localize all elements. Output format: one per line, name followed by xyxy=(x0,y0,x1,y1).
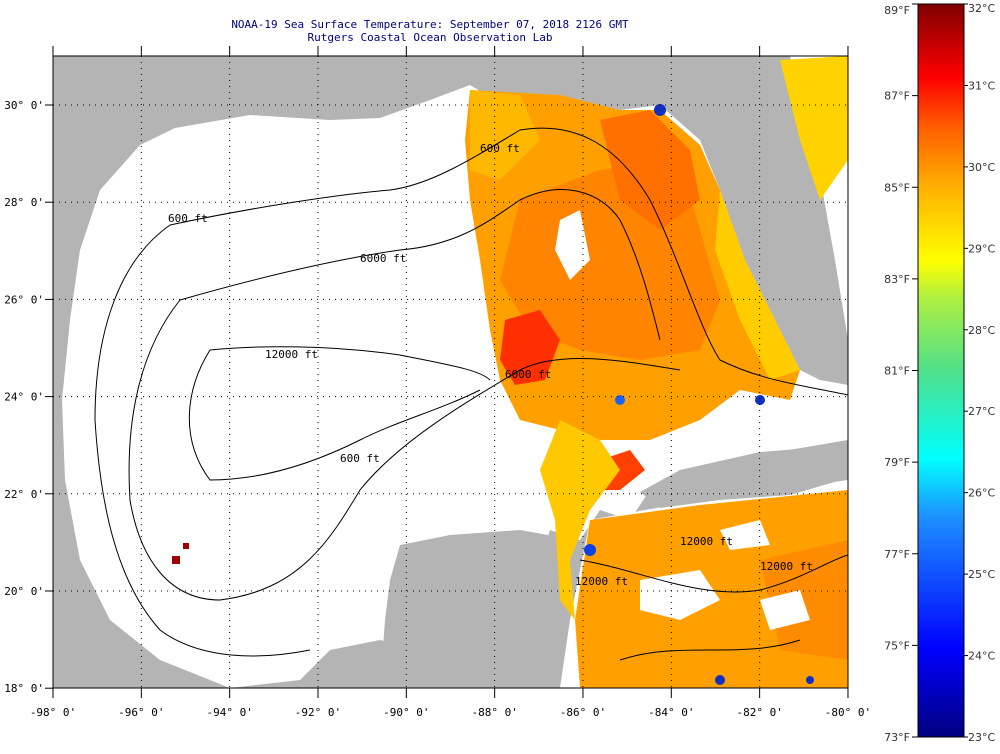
lon-label: -94° 0' xyxy=(206,706,252,719)
map-frame xyxy=(52,55,849,689)
sst-data xyxy=(172,56,848,688)
celsius-label: 32°C xyxy=(968,2,995,15)
contour-12000ft xyxy=(188,346,491,481)
celsius-label: 24°C xyxy=(968,650,995,663)
lat-label: 22° 0' xyxy=(4,488,44,501)
map-subtitle: Rutgers Coastal Ocean Observation Lab xyxy=(307,31,553,44)
lat-label: 26° 0' xyxy=(4,293,44,306)
yucatan-land xyxy=(380,530,548,688)
fahrenheit-label: 85°F xyxy=(884,181,910,194)
fahrenheit-label: 89°F xyxy=(884,4,910,17)
lat-label: 24° 0' xyxy=(4,391,44,404)
contour-label: 12000 ft xyxy=(265,348,318,361)
lon-label: -96° 0' xyxy=(118,706,164,719)
bathymetry-contours xyxy=(94,127,848,661)
celsius-label: 23°C xyxy=(968,731,995,744)
fahrenheit-label: 75°F xyxy=(884,639,910,652)
contour-label: 6000 ft xyxy=(505,368,551,381)
fahrenheit-label: 79°F xyxy=(884,456,910,469)
lat-label: 28° 0' xyxy=(4,196,44,209)
celsius-label: 28°C xyxy=(968,324,995,337)
lat-label: 30° 0' xyxy=(4,99,44,112)
fahrenheit-label: 73°F xyxy=(884,731,910,744)
lon-label: -82° 0' xyxy=(736,706,782,719)
fahrenheit-label: 83°F xyxy=(884,273,910,286)
contour-labels: 600 ft 6000 ft 12000 ft 600 ft 6000 ft 1… xyxy=(168,142,813,588)
axis-labels: 30° 0' 28° 0' 26° 0' 24° 0' 22° 0' 20° 0' 18° … xyxy=(4,46,871,719)
lon-label: -92° 0' xyxy=(295,706,341,719)
colorbar-labels: 89°F 87°F 85°F 83°F 81°F 79°F 77°F 75°F 73°F 32°C… xyxy=(884,2,995,744)
fahrenheit-label: 87°F xyxy=(884,90,910,103)
lon-label: -90° 0' xyxy=(383,706,429,719)
contour-label: 600 ft xyxy=(340,452,380,465)
cuba-land xyxy=(640,445,848,508)
lon-label: -80° 0' xyxy=(825,706,871,719)
contour-label: 600 ft xyxy=(480,142,520,155)
lon-label: -84° 0' xyxy=(648,706,694,719)
lon-label: -98° 0' xyxy=(30,706,76,719)
graticule xyxy=(53,56,848,688)
celsius-label: 31°C xyxy=(968,79,995,92)
lon-label: -86° 0' xyxy=(560,706,606,719)
lat-label: 20° 0' xyxy=(4,585,44,598)
lon-label: -88° 0' xyxy=(471,706,517,719)
celsius-label: 29°C xyxy=(968,242,995,255)
colorbar xyxy=(917,3,965,738)
celsius-label: 27°C xyxy=(968,405,995,418)
contour-label: 12000 ft xyxy=(680,535,733,548)
map-title: NOAA-19 Sea Surface Temperature: Septemb… xyxy=(231,18,629,31)
contour-label: 600 ft xyxy=(168,212,208,225)
celsius-label: 26°C xyxy=(968,487,995,500)
contour-label: 12000 ft xyxy=(575,575,628,588)
contour-label: 6000 ft xyxy=(360,252,406,265)
contour-label: 12000 ft xyxy=(760,560,813,573)
lat-label: 18° 0' xyxy=(4,682,44,695)
celsius-label: 30°C xyxy=(968,161,995,174)
contour-600ft xyxy=(94,127,848,657)
celsius-label: 25°C xyxy=(968,568,995,581)
contour-6000ft xyxy=(128,189,681,601)
contour-caribbean xyxy=(579,554,848,661)
fahrenheit-label: 77°F xyxy=(884,548,910,561)
fahrenheit-label: 81°F xyxy=(884,365,910,378)
